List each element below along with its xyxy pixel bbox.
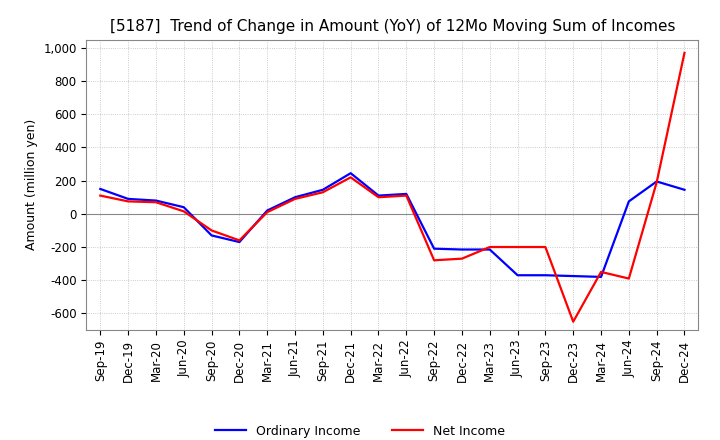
Net Income: [652, 180, 661, 185]
Ordinary Income: [485, 247, 494, 252]
Net Income: [207, 228, 216, 233]
Net Income: [346, 175, 355, 180]
Net Income: [318, 190, 327, 195]
Net Income: [513, 244, 522, 249]
Ordinary Income: [624, 199, 633, 204]
Ordinary Income: [318, 187, 327, 192]
Ordinary Income: [152, 198, 161, 203]
Net Income: [569, 319, 577, 324]
Ordinary Income: [96, 186, 104, 191]
Ordinary Income: [235, 239, 243, 245]
Net Income: [485, 244, 494, 249]
Ordinary Income: [652, 179, 661, 184]
Ordinary Income: [263, 208, 271, 213]
Ordinary Income: [291, 194, 300, 200]
Line: Net Income: Net Income: [100, 53, 685, 322]
Ordinary Income: [124, 196, 132, 202]
Net Income: [624, 276, 633, 281]
Net Income: [179, 209, 188, 214]
Ordinary Income: [513, 273, 522, 278]
Ordinary Income: [374, 193, 383, 198]
Ordinary Income: [458, 247, 467, 252]
Ordinary Income: [207, 233, 216, 238]
Ordinary Income: [597, 274, 606, 279]
Ordinary Income: [569, 273, 577, 279]
Net Income: [263, 209, 271, 215]
Net Income: [430, 258, 438, 263]
Y-axis label: Amount (million yen): Amount (million yen): [24, 119, 37, 250]
Net Income: [458, 256, 467, 261]
Net Income: [374, 194, 383, 200]
Net Income: [291, 196, 300, 202]
Ordinary Income: [680, 187, 689, 192]
Net Income: [96, 193, 104, 198]
Legend: Ordinary Income, Net Income: Ordinary Income, Net Income: [210, 420, 510, 440]
Ordinary Income: [346, 171, 355, 176]
Ordinary Income: [402, 191, 410, 197]
Net Income: [680, 50, 689, 55]
Net Income: [541, 244, 550, 249]
Ordinary Income: [541, 273, 550, 278]
Title: [5187]  Trend of Change in Amount (YoY) of 12Mo Moving Sum of Incomes: [5187] Trend of Change in Amount (YoY) o…: [109, 19, 675, 34]
Net Income: [402, 193, 410, 198]
Net Income: [235, 238, 243, 243]
Ordinary Income: [179, 205, 188, 210]
Line: Ordinary Income: Ordinary Income: [100, 173, 685, 277]
Net Income: [152, 200, 161, 205]
Ordinary Income: [430, 246, 438, 251]
Net Income: [597, 269, 606, 275]
Net Income: [124, 199, 132, 204]
